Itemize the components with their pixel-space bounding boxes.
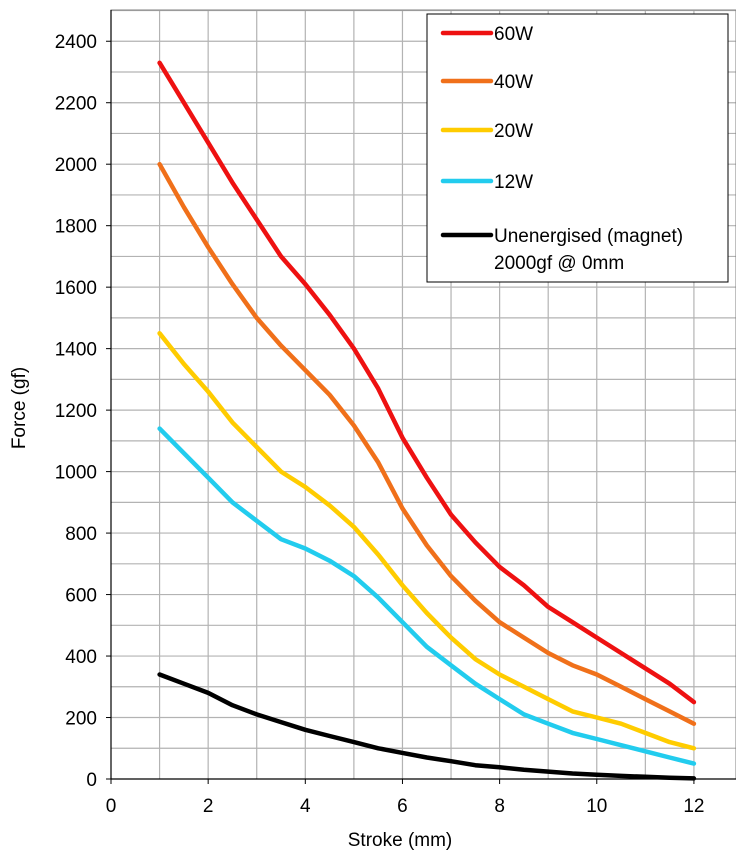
legend-label-1: 40W xyxy=(494,72,533,93)
legend-label-0: 60W xyxy=(494,24,533,45)
series-line-1 xyxy=(157,161,697,726)
y-tick-label: 200 xyxy=(65,709,97,730)
x-tick-label: 0 xyxy=(106,796,117,817)
y-tick-labels: 0 200 400 600 800 1000 1200 1400 1600 1800 2000 220… xyxy=(55,32,97,791)
y-tick-label: 1600 xyxy=(55,278,97,299)
axes xyxy=(106,10,736,784)
y-tick-label: 2000 xyxy=(55,155,97,176)
x-tick-label: 4 xyxy=(300,796,311,817)
y-tick-label: 1400 xyxy=(55,340,97,361)
series-lines xyxy=(157,60,697,781)
series-line-2 xyxy=(157,331,697,751)
y-tick-label: 800 xyxy=(65,524,97,545)
legend-label-4-line-0: Unenergised (magnet) xyxy=(494,226,683,247)
legend-label-4-line-1: 2000gf @ 0mm xyxy=(494,253,624,274)
legend-box xyxy=(426,13,729,283)
legend-label-2: 20W xyxy=(494,121,533,142)
y-tick-label: 0 xyxy=(86,770,97,791)
y-axis-title: Force (gf) xyxy=(9,367,30,449)
y-tick-label: 2200 xyxy=(55,94,97,115)
x-axis-title: Stroke (mm) xyxy=(348,830,453,851)
y-tick-label: 1200 xyxy=(55,401,97,422)
x-tick-label: 8 xyxy=(494,796,505,817)
y-tick-label: 2400 xyxy=(55,32,97,53)
x-tick-label: 2 xyxy=(203,796,214,817)
y-tick-label: 400 xyxy=(65,647,97,668)
y-tick-label: 1000 xyxy=(55,463,97,484)
series-line-0 xyxy=(157,60,697,705)
x-tick-label: 10 xyxy=(586,796,607,817)
y-tick-label: 600 xyxy=(65,586,97,607)
x-tick-labels: 0 2 4 6 8 10 12 xyxy=(106,796,705,817)
x-tick-label: 6 xyxy=(397,796,408,817)
legend-label-3: 12W xyxy=(494,172,533,193)
series-line-4 xyxy=(157,672,697,781)
y-tick-label: 1800 xyxy=(55,217,97,238)
legend: 60W 40W 20W 12W Unenergised (magnet) 2000gf @… xyxy=(426,13,729,283)
series-line-3 xyxy=(157,426,697,766)
x-tick-label: 12 xyxy=(683,796,704,817)
